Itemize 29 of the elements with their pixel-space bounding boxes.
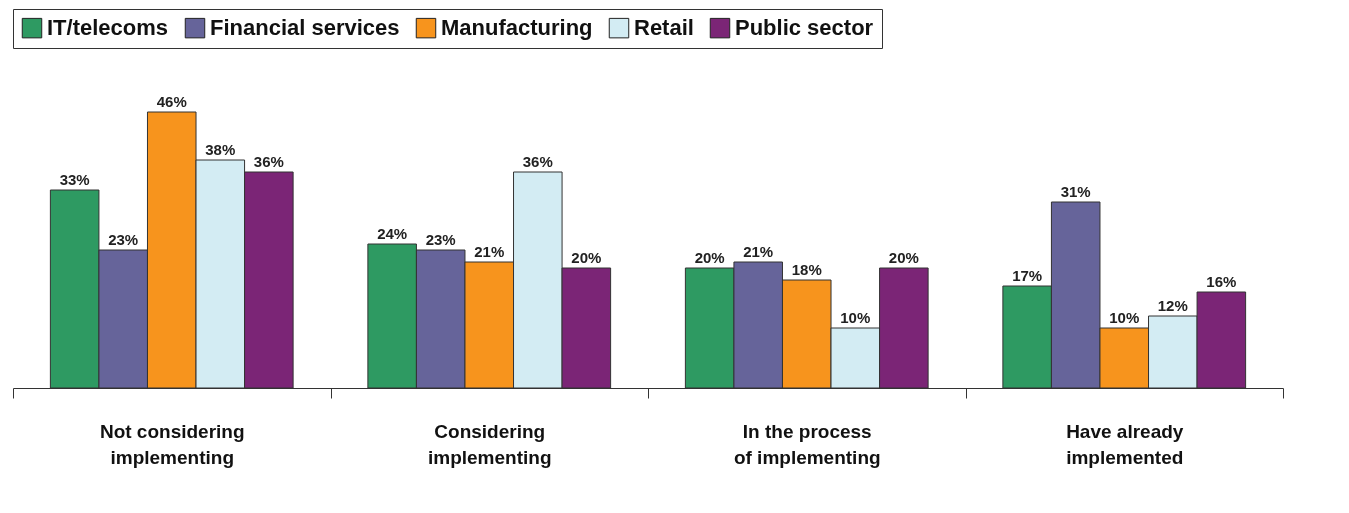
data-label: 23% [108,231,139,248]
data-label: 36% [253,153,284,170]
data-label: 16% [1206,273,1237,290]
x-tick-label: Considering implementing [427,420,552,468]
x-tick-label: Have already implemented [1066,420,1184,468]
data-label: 17% [1012,267,1043,284]
legend-label: IT/telecoms [47,15,169,41]
data-label: 33% [59,171,90,188]
legend-label: Manufacturing [441,15,593,41]
data-label: 10% [1109,309,1140,326]
data-label: 20% [571,249,602,266]
legend-label: Retail [634,15,694,41]
data-label: 20% [694,249,725,266]
data-label: 38% [205,141,236,158]
data-label: 24% [377,225,408,242]
data-label: 46% [156,93,187,110]
data-label: 31% [1060,183,1091,200]
legend-label: Public sector [735,15,874,41]
data-label: 18% [791,261,822,278]
data-label: 21% [474,243,505,260]
x-tick-label: Not considering implementing [99,420,245,468]
x-tick-label: In the process of implementing [733,420,881,468]
legend-label: Financial services [210,15,400,41]
data-label: 21% [743,243,774,260]
data-label: 36% [522,153,553,170]
data-label: 12% [1157,297,1188,314]
data-label: 23% [425,231,456,248]
data-label: 10% [840,309,871,326]
data-label: 20% [888,249,919,266]
